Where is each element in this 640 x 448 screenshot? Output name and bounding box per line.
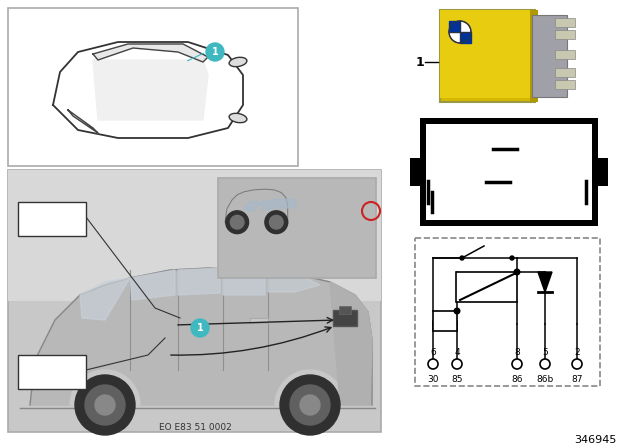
Text: 2: 2	[574, 348, 580, 357]
Circle shape	[540, 359, 550, 369]
Circle shape	[230, 215, 244, 229]
Text: X312: X312	[36, 221, 68, 231]
Text: 1 368: 1 368	[490, 34, 508, 39]
Circle shape	[449, 21, 471, 43]
Bar	[555, 30, 575, 39]
Polygon shape	[449, 21, 460, 32]
Bar	[532, 15, 567, 97]
Circle shape	[226, 211, 248, 233]
Ellipse shape	[229, 113, 247, 123]
Text: 1: 1	[212, 47, 218, 57]
Text: 30: 30	[431, 168, 445, 178]
Text: 86b: 86b	[536, 375, 554, 383]
Polygon shape	[68, 110, 98, 133]
Text: EO E83 51 0002: EO E83 51 0002	[159, 422, 232, 431]
Circle shape	[460, 256, 464, 260]
Text: 30: 30	[428, 375, 439, 383]
Polygon shape	[223, 268, 265, 295]
Text: M16: M16	[38, 207, 65, 217]
Text: 6: 6	[430, 348, 436, 357]
Polygon shape	[80, 278, 130, 320]
Bar	[433, 311, 457, 331]
Polygon shape	[262, 199, 279, 210]
Bar	[530, 10, 538, 102]
Circle shape	[572, 359, 582, 369]
Text: 85: 85	[451, 375, 463, 383]
Ellipse shape	[229, 57, 247, 67]
Circle shape	[85, 385, 125, 425]
Bar	[440, 10, 532, 98]
Bar	[596, 158, 608, 186]
Text: 100201: 100201	[490, 42, 513, 47]
Circle shape	[95, 395, 115, 415]
Polygon shape	[460, 32, 471, 43]
Polygon shape	[70, 370, 140, 405]
Text: 8: 8	[514, 348, 520, 357]
Bar	[410, 158, 422, 186]
Bar	[415, 238, 600, 386]
Bar	[440, 10, 535, 102]
Bar	[8, 170, 381, 301]
Bar	[8, 170, 381, 432]
Circle shape	[75, 375, 135, 435]
Polygon shape	[268, 272, 320, 292]
Circle shape	[269, 215, 283, 229]
Bar	[555, 18, 575, 27]
Circle shape	[280, 375, 340, 435]
Circle shape	[300, 395, 320, 415]
Bar	[555, 68, 575, 77]
Bar	[218, 178, 376, 278]
Text: 5: 5	[542, 348, 548, 357]
Text: Tyco: Tyco	[476, 52, 488, 57]
Bar	[555, 50, 575, 59]
Text: 86: 86	[443, 195, 457, 205]
Bar	[555, 80, 575, 89]
Polygon shape	[225, 189, 288, 222]
Bar	[339, 306, 351, 314]
Text: 4: 4	[454, 348, 460, 357]
Text: K13: K13	[40, 360, 64, 370]
Bar	[456, 272, 517, 302]
Bar	[420, 118, 598, 226]
Polygon shape	[178, 268, 220, 295]
Circle shape	[191, 319, 209, 337]
Circle shape	[452, 359, 462, 369]
Circle shape	[454, 308, 460, 314]
Text: 86: 86	[511, 375, 523, 383]
Text: 87: 87	[572, 375, 583, 383]
Text: 86b: 86b	[492, 168, 513, 178]
Text: 61 36: 61 36	[490, 26, 508, 30]
Polygon shape	[53, 42, 243, 138]
Polygon shape	[93, 44, 208, 62]
Text: 85: 85	[569, 168, 583, 178]
Polygon shape	[275, 370, 345, 405]
Text: Electronics: Electronics	[476, 60, 503, 65]
Polygon shape	[130, 270, 175, 300]
Bar	[8, 8, 298, 166]
Bar	[18, 202, 86, 236]
Text: 1: 1	[415, 56, 424, 69]
Polygon shape	[93, 60, 208, 120]
Circle shape	[514, 269, 520, 275]
Circle shape	[206, 43, 224, 61]
Circle shape	[428, 359, 438, 369]
Text: 1: 1	[196, 323, 204, 333]
Polygon shape	[280, 199, 296, 208]
Polygon shape	[330, 282, 372, 405]
Circle shape	[510, 256, 514, 260]
Bar	[333, 310, 357, 326]
Circle shape	[265, 211, 288, 233]
Circle shape	[290, 385, 330, 425]
Text: 87: 87	[502, 135, 516, 145]
Polygon shape	[30, 268, 372, 405]
Bar	[426, 124, 592, 220]
Bar	[250, 318, 268, 323]
Text: X292: X292	[36, 374, 68, 384]
Bar	[18, 355, 86, 389]
Polygon shape	[538, 272, 552, 292]
Text: 346945: 346945	[574, 435, 616, 445]
Circle shape	[512, 359, 522, 369]
Polygon shape	[243, 201, 261, 212]
